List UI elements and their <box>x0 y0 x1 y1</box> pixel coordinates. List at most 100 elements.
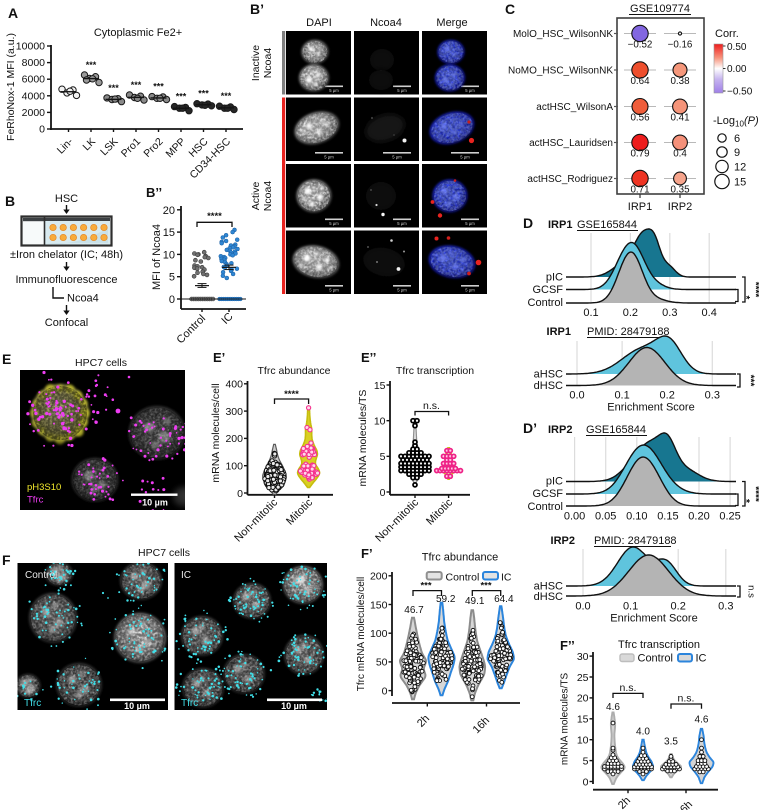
svg-text:0.41: 0.41 <box>670 113 689 124</box>
svg-text:200: 200 <box>225 433 243 445</box>
svg-text:n.s.: n.s. <box>678 693 695 705</box>
svg-text:15: 15 <box>163 227 175 239</box>
svg-text:5 µm: 5 µm <box>465 221 475 226</box>
svg-text:MPP: MPP <box>164 136 189 161</box>
svg-text:***: *** <box>745 375 756 387</box>
svg-text:pH3S10: pH3S10 <box>27 482 61 493</box>
svg-text:−0.16: −0.16 <box>668 40 693 51</box>
svg-text:IRP1: IRP1 <box>548 219 572 231</box>
svg-text:3.5: 3.5 <box>664 737 678 748</box>
svg-text:0.0: 0.0 <box>575 601 590 613</box>
svg-text:0.00: 0.00 <box>727 64 747 75</box>
svg-text:0.56: 0.56 <box>630 113 650 124</box>
svg-text:5 µm: 5 µm <box>329 288 339 293</box>
svg-text:4.6: 4.6 <box>695 715 709 726</box>
svg-text:5: 5 <box>169 272 175 284</box>
svg-text:2h: 2h <box>415 713 432 730</box>
svg-text:0.2: 0.2 <box>660 390 675 402</box>
svg-text:Lin-: Lin- <box>55 135 76 156</box>
svg-text:5 µm: 5 µm <box>397 288 407 293</box>
svg-text:-Log10(P): -Log10(P) <box>713 115 759 129</box>
svg-text:Immunofluorescence: Immunofluorescence <box>15 274 117 286</box>
svg-text:Control: Control <box>528 501 563 513</box>
svg-text:***: *** <box>420 581 431 592</box>
svg-text:Ncoa4: Ncoa4 <box>67 293 99 305</box>
svg-text:5 µm: 5 µm <box>397 221 407 226</box>
svg-text:4000: 4000 <box>22 90 46 102</box>
svg-text:0.05: 0.05 <box>595 511 616 523</box>
svg-text:C: C <box>505 1 515 17</box>
svg-text:D’: D’ <box>523 420 537 436</box>
svg-text:****: **** <box>750 486 759 502</box>
svg-text:IC: IC <box>181 570 191 581</box>
svg-text:n.s.: n.s. <box>620 682 637 694</box>
svg-text:5 µm: 5 µm <box>324 155 334 160</box>
svg-text:****: **** <box>750 282 759 298</box>
svg-text:16h: 16h <box>674 799 695 810</box>
svg-text:Mitotic: Mitotic <box>424 496 455 527</box>
svg-text:400: 400 <box>225 379 243 391</box>
svg-text:0.4: 0.4 <box>702 307 717 319</box>
svg-text:20: 20 <box>577 693 589 705</box>
svg-text:*: * <box>740 499 751 503</box>
svg-text:*: * <box>740 296 751 300</box>
svg-text:5 µm: 5 µm <box>460 155 470 160</box>
svg-text:pIC: pIC <box>546 272 563 284</box>
svg-text:pIC: pIC <box>546 476 563 488</box>
svg-text:30: 30 <box>577 651 589 663</box>
svg-text:Enrichment Score: Enrichment Score <box>607 402 694 414</box>
svg-text:FeRhoNox-1 MFI (a.u.): FeRhoNox-1 MFI (a.u.) <box>5 33 17 141</box>
svg-text:0: 0 <box>380 487 386 499</box>
svg-text:****: **** <box>284 389 299 400</box>
svg-text:***: *** <box>176 92 187 102</box>
svg-text:GCSF: GCSF <box>532 488 563 500</box>
svg-text:Tfrc abundance: Tfrc abundance <box>258 365 331 377</box>
svg-text:Tfrc abundance: Tfrc abundance <box>422 552 498 564</box>
svg-text:59.2: 59.2 <box>436 594 456 605</box>
svg-text:IC: IC <box>501 572 512 584</box>
svg-text:actHSC_Lauridsen: actHSC_Lauridsen <box>529 138 613 149</box>
svg-text:0.50: 0.50 <box>727 42 747 53</box>
svg-text:B: B <box>5 193 15 209</box>
svg-text:n.s.: n.s. <box>423 400 440 412</box>
svg-text:IC: IC <box>696 653 707 665</box>
svg-text:15: 15 <box>374 380 386 392</box>
svg-text:0: 0 <box>39 124 45 136</box>
svg-text:***: *** <box>480 581 491 592</box>
svg-text:HSC: HSC <box>55 193 78 205</box>
svg-text:Merge: Merge <box>436 17 467 29</box>
svg-text:100: 100 <box>225 461 243 473</box>
svg-text:0.0: 0.0 <box>569 390 584 402</box>
svg-text:Ncoa4: Ncoa4 <box>370 17 402 29</box>
svg-text:Corr.: Corr. <box>715 28 739 40</box>
svg-text:5 µm: 5 µm <box>465 88 475 93</box>
svg-text:Pro1: Pro1 <box>119 136 143 160</box>
svg-text:Mitotic: Mitotic <box>284 496 315 527</box>
svg-text:GSE165844: GSE165844 <box>586 424 646 436</box>
svg-text:25: 25 <box>577 672 589 684</box>
svg-text:actHSC_Rodriguez: actHSC_Rodriguez <box>527 174 613 185</box>
svg-text:MolO_HSC_WilsonNK: MolO_HSC_WilsonNK <box>513 29 613 40</box>
svg-text:dHSC: dHSC <box>534 591 563 603</box>
svg-text:16h: 16h <box>471 715 492 736</box>
svg-text:Ncoa4: Ncoa4 <box>262 181 274 212</box>
svg-text:0.2: 0.2 <box>671 601 686 613</box>
svg-text:64.4: 64.4 <box>494 594 514 605</box>
svg-text:Control: Control <box>638 653 673 665</box>
svg-text:8000: 8000 <box>22 57 46 69</box>
svg-text:0.1: 0.1 <box>583 307 598 319</box>
svg-text:IRP2: IRP2 <box>668 201 692 213</box>
svg-text:HPC7 cells: HPC7 cells <box>138 547 190 559</box>
svg-text:10 µm: 10 µm <box>281 701 307 711</box>
svg-text:IRP1: IRP1 <box>547 326 571 338</box>
svg-text:20: 20 <box>163 205 175 217</box>
svg-text:12: 12 <box>734 161 746 173</box>
svg-text:IRP2: IRP2 <box>551 535 575 547</box>
svg-text:−0.52: −0.52 <box>628 40 653 51</box>
svg-text:Control: Control <box>25 570 57 581</box>
svg-text:0.15: 0.15 <box>657 511 678 523</box>
svg-text:Tfrc: Tfrc <box>181 698 198 709</box>
svg-text:F: F <box>2 552 11 568</box>
svg-text:0.35: 0.35 <box>670 185 690 196</box>
svg-text:NoMO_HSC_WilsonNK: NoMO_HSC_WilsonNK <box>508 66 613 77</box>
